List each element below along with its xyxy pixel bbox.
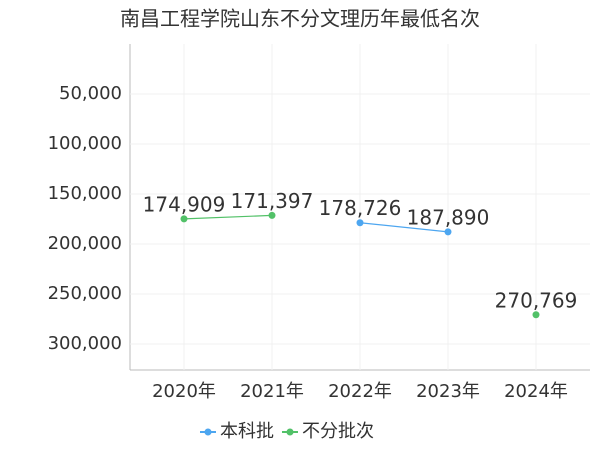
x-tick-label: 2023年 — [416, 381, 480, 402]
point — [532, 311, 540, 319]
y-tick-label: 250,000 — [48, 283, 122, 304]
data-label: 171,397 — [231, 189, 314, 213]
x-tick-label: 2024年 — [504, 381, 568, 402]
legend-marker — [204, 428, 212, 436]
x-tick-label: 2021年 — [240, 381, 304, 402]
y-tick-label: 50,000 — [59, 83, 122, 104]
series-line — [359, 222, 449, 233]
y-tick-label: 100,000 — [48, 133, 122, 154]
legend-label: 不分批次 — [302, 421, 374, 442]
x-tick-label: 2020年 — [152, 381, 216, 402]
point — [180, 215, 188, 223]
x-tick-label: 2022年 — [328, 381, 392, 402]
data-label: 178,726 — [319, 196, 402, 220]
legend-label: 本科批 — [220, 421, 274, 442]
y-tick-label: 200,000 — [48, 233, 122, 254]
chart-title: 南昌工程学院山东不分文理历年最低名次 — [120, 7, 480, 31]
point — [268, 211, 276, 219]
y-tick-label: 300,000 — [48, 333, 122, 354]
point — [444, 228, 452, 236]
data-label: 187,890 — [407, 205, 490, 229]
point — [356, 219, 364, 227]
data-label: 270,769 — [495, 288, 578, 312]
y-tick-label: 150,000 — [48, 183, 122, 204]
legend-marker — [286, 428, 294, 436]
data-label: 174,909 — [143, 192, 226, 216]
